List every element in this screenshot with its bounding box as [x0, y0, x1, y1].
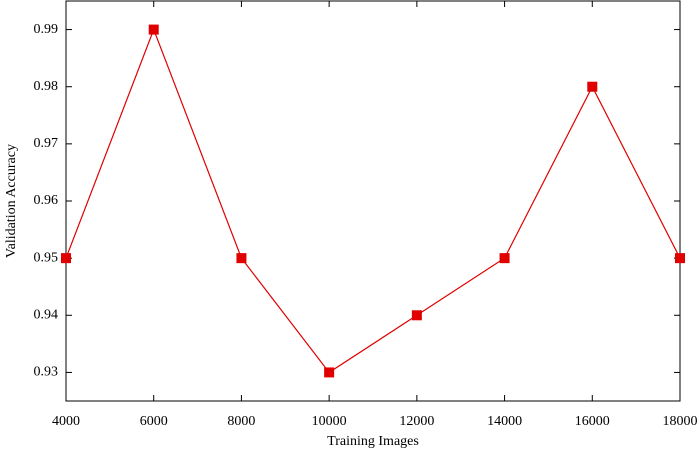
marker [236, 253, 247, 264]
x-tick-label: 8000 [227, 414, 255, 429]
marker [587, 81, 598, 92]
y-tick-label: 0.95 [34, 250, 59, 265]
y-tick-label: 0.97 [34, 136, 59, 151]
y-tick-label: 0.96 [34, 193, 59, 208]
x-axis-label: Training Images [327, 434, 419, 449]
marker [324, 367, 335, 378]
x-tick-label: 6000 [140, 414, 168, 429]
marker [499, 253, 510, 264]
marker [411, 310, 422, 321]
x-tick-label: 14000 [487, 414, 522, 429]
marker [61, 253, 71, 264]
y-tick-label: 0.99 [34, 22, 59, 37]
y-tick-label: 0.98 [34, 79, 59, 94]
x-tick-label: 10000 [312, 414, 347, 429]
y-tick-label: 0.93 [34, 365, 59, 380]
marker [675, 253, 685, 264]
series-line [65, 27, 681, 374]
x-tick-label: 12000 [399, 414, 434, 429]
y-tick-label: 0.94 [34, 308, 59, 323]
x-tick-label: 18000 [663, 414, 698, 429]
marker [148, 24, 159, 35]
x-tick-label: 16000 [575, 414, 610, 429]
x-tick-label: 4000 [52, 414, 80, 429]
y-axis-label: Validation Accuracy [4, 144, 19, 258]
plot-frame [65, 0, 681, 402]
